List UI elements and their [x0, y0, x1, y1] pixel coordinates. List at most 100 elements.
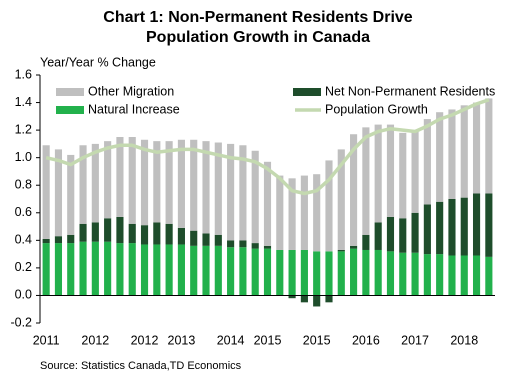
- bar-segment: [313, 251, 321, 296]
- bar-segment: [79, 241, 87, 296]
- x-tick-label: 2015: [303, 333, 331, 347]
- bar-segment: [239, 247, 247, 296]
- bar-segment: [423, 119, 431, 205]
- bar-segment: [128, 137, 136, 224]
- bar-segment: [362, 127, 370, 235]
- bar-segment: [214, 245, 222, 296]
- bar-segment: [190, 139, 198, 231]
- bar-segment: [263, 245, 272, 249]
- bar-segment: [177, 227, 185, 245]
- bar-segment: [411, 212, 419, 253]
- bar-segment: [350, 248, 358, 296]
- bar-segment: [374, 249, 382, 296]
- x-tick-label: 2015: [254, 333, 282, 347]
- bar-segment: [153, 222, 161, 245]
- bar-segment: [472, 193, 481, 256]
- x-tick-label: 2011: [33, 333, 60, 347]
- bar-segment: [399, 252, 407, 296]
- bar-segment: [448, 109, 456, 199]
- bar-segment: [67, 154, 75, 235]
- bar-segment: [251, 150, 259, 244]
- bar-segment: [165, 223, 173, 245]
- bar-segment: [460, 255, 468, 296]
- bar-segment: [91, 241, 99, 296]
- bar-segment: [300, 175, 308, 250]
- x-tick-label: 2013: [168, 333, 196, 347]
- chart-title: Chart 1: Non-Permanent Residents Drive: [103, 9, 413, 26]
- bar-segment: [42, 238, 50, 244]
- bar-segment: [104, 141, 112, 219]
- bar-segment: [116, 243, 124, 296]
- x-tick-label: 2014: [217, 333, 245, 347]
- bar-segment: [337, 249, 345, 252]
- bar-segment: [362, 249, 370, 296]
- bar-segment: [386, 216, 395, 252]
- legend-swatch: [56, 88, 84, 96]
- bar-segment: [202, 141, 210, 234]
- bar-segment: [288, 249, 296, 296]
- bar-segment: [79, 223, 87, 242]
- bar-segment: [374, 124, 382, 223]
- bar-segment: [239, 240, 247, 248]
- bar-segment: [313, 174, 321, 252]
- bar-segment: [350, 134, 358, 246]
- bar-segment: [251, 243, 259, 249]
- legend-label: Population Growth: [325, 102, 428, 116]
- bar-segment: [300, 249, 308, 296]
- y-tick-label: 1.4: [15, 95, 32, 109]
- bar-segment: [411, 131, 419, 213]
- legend-label: Other Migration: [88, 84, 174, 98]
- y-tick-label: 0.8: [15, 178, 32, 192]
- bar-segment: [485, 256, 493, 296]
- bar-segment: [386, 124, 395, 217]
- legend-swatch: [56, 106, 84, 114]
- bar-segment: [448, 199, 456, 256]
- bar-segment: [67, 234, 75, 244]
- bar-segment: [337, 149, 345, 250]
- line-series: [45, 98, 490, 196]
- x-tick-label: 2018: [450, 333, 478, 347]
- bar-segment: [362, 234, 370, 250]
- bar-segment: [239, 145, 247, 241]
- bar-segment: [313, 295, 321, 307]
- bar-segment: [190, 245, 198, 296]
- bar-segment: [288, 295, 296, 299]
- bar-segment: [325, 160, 333, 252]
- bar-segment: [485, 98, 493, 194]
- bar-segment: [436, 254, 444, 296]
- y-tick-label: -0.2: [10, 315, 32, 329]
- bar-segment: [448, 255, 456, 296]
- bar-segment: [460, 105, 468, 198]
- bar-segment: [411, 252, 419, 296]
- bar-segment: [325, 251, 333, 296]
- bar-segment: [104, 241, 112, 296]
- bar-segment: [177, 139, 185, 228]
- bar-segment: [251, 248, 259, 296]
- bar-segment: [140, 139, 149, 226]
- legend-swatch: [293, 88, 321, 96]
- bar-segment: [288, 178, 296, 250]
- bar-segment: [227, 240, 235, 248]
- bar-segment: [374, 222, 382, 250]
- bar-segment: [153, 244, 161, 296]
- bar-segment: [91, 143, 99, 223]
- bar-segment: [54, 243, 63, 296]
- bar-segment: [42, 243, 50, 296]
- bar-segment: [128, 243, 136, 296]
- x-tick-label: 2012: [81, 333, 109, 347]
- source-note: Source: Statistics Canada,TD Economics: [40, 360, 242, 372]
- bar-segment: [337, 251, 345, 296]
- bar-segment: [423, 254, 431, 296]
- y-tick-label: 1.6: [15, 67, 32, 81]
- y-tick-label: 1.0: [15, 150, 32, 164]
- y-tick-label: 0.6: [15, 205, 32, 219]
- bar-segment: [165, 141, 173, 224]
- bar-segment: [116, 137, 124, 217]
- bar-segment: [300, 295, 308, 303]
- bar-segment: [54, 149, 63, 237]
- bar-segment: [153, 141, 161, 223]
- bar-segment: [472, 102, 481, 194]
- bar-segment: [276, 175, 284, 250]
- bar-segment: [165, 244, 173, 296]
